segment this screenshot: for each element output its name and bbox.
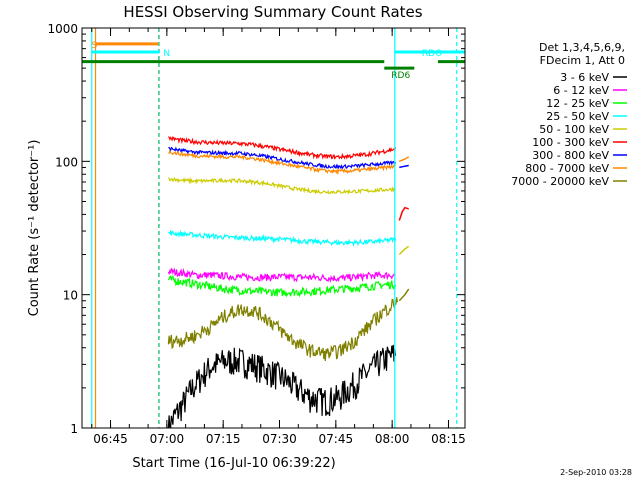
flag-label-3: RD6 (391, 71, 410, 81)
flag-label-0: S (92, 41, 98, 51)
series-tail-1 (399, 156, 410, 162)
x-tick-label-2: 07:15 (206, 432, 241, 446)
legend-label-8: 7000 - 20000 keV (511, 175, 609, 188)
legend-label-1: 6 - 12 keV (553, 84, 609, 97)
x-axis-label: Start Time (16-Jul-10 06:39:22) (132, 456, 335, 471)
legend-label-6: 300 - 800 keV (532, 149, 609, 162)
y-tick-label-3: 1000 (47, 22, 78, 36)
series-line-1 (167, 267, 396, 284)
flag-label-4: RDO (422, 49, 442, 59)
series-layer (167, 136, 410, 428)
timestamp: 2-Sep-2010 03:28 (560, 468, 632, 477)
y-tick-label-1: 10 (63, 289, 78, 303)
series-line-6 (168, 146, 397, 170)
series-line-2 (167, 275, 397, 298)
marker-layer: S N RD6 RDO (82, 28, 465, 428)
chart-title: HESSI Observing Summary Count Rates (123, 3, 422, 21)
legend-label-2: 12 - 25 keV (546, 97, 609, 110)
series-line-0 (167, 344, 397, 428)
legend-label-4: 50 - 100 keV (539, 123, 609, 136)
series-line-3 (168, 229, 397, 247)
y-tick-label-2: 100 (55, 155, 78, 169)
x-tick-label-3: 07:30 (262, 432, 297, 446)
legend: Det 1,3,4,5,6,9,FDecim 1, Att 0 3 - 6 keV… (511, 41, 627, 188)
legend-label-7: 800 - 7000 keV (525, 162, 609, 175)
series-line-7 (168, 149, 396, 176)
x-tick-label-4: 07:45 (319, 432, 354, 446)
series-tail-0 (398, 206, 409, 221)
series-line-4 (167, 176, 396, 195)
x-tick-label-6: 08:15 (431, 432, 466, 446)
series-line-5 (168, 136, 397, 160)
series-tail-2 (399, 164, 409, 169)
series-tail-4 (398, 288, 410, 302)
series-line-8 (167, 297, 398, 362)
legend-label-0: 3 - 6 keV (560, 71, 609, 84)
legend-label-5: 100 - 300 keV (532, 136, 609, 149)
legend-header-0: Det 1,3,4,5,6,9, (539, 41, 625, 54)
x-tick-label-1: 07:00 (150, 432, 185, 446)
x-tick-label-0: 06:45 (93, 432, 128, 446)
legend-label-3: 25 - 50 keV (546, 110, 609, 123)
x-tick-label-5: 08:00 (375, 432, 410, 446)
y-axis-label: Count Rate (s⁻¹ detector⁻¹) (27, 140, 42, 317)
y-tick-label-0: 1 (70, 422, 78, 436)
axis-layer: 06:45 07:00 07:15 07:30 07:45 08:00 08:15 1 10 10… (47, 22, 465, 446)
flag-label-1: N (163, 49, 170, 59)
legend-header-1: FDecim 1, Att 0 (540, 54, 625, 67)
plot-frame (81, 27, 466, 429)
series-tail-3 (398, 245, 410, 256)
